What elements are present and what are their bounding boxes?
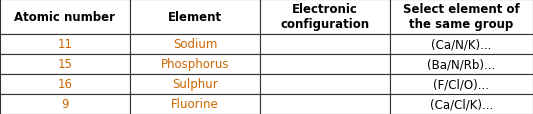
Text: (Ba/N/Rb)...: (Ba/N/Rb)... <box>427 58 496 71</box>
Bar <box>0 0 130 34</box>
Bar <box>260 94 390 114</box>
Bar <box>390 94 533 114</box>
Bar <box>0 34 130 54</box>
Bar <box>0 54 130 74</box>
Text: Atomic number: Atomic number <box>14 11 116 24</box>
Text: 11: 11 <box>58 38 72 51</box>
Bar <box>0 94 130 114</box>
Bar <box>130 94 260 114</box>
Text: 9: 9 <box>61 98 69 110</box>
Bar <box>390 0 533 34</box>
Bar <box>0 74 130 94</box>
Bar <box>260 54 390 74</box>
Text: (Ca/Cl/K)...: (Ca/Cl/K)... <box>430 98 493 110</box>
Text: 15: 15 <box>58 58 72 71</box>
Text: (Ca/N/K)...: (Ca/N/K)... <box>431 38 491 51</box>
Text: Electronic
configuration: Electronic configuration <box>280 3 369 31</box>
Bar <box>390 54 533 74</box>
Bar <box>260 74 390 94</box>
Bar <box>260 34 390 54</box>
Text: Fluorine: Fluorine <box>171 98 219 110</box>
Bar <box>130 0 260 34</box>
Text: Phosphorus: Phosphorus <box>161 58 229 71</box>
Bar <box>260 0 390 34</box>
Bar <box>130 54 260 74</box>
Bar <box>390 34 533 54</box>
Text: Sulphur: Sulphur <box>172 78 218 91</box>
Bar <box>130 74 260 94</box>
Text: (F/Cl/O)...: (F/Cl/O)... <box>433 78 489 91</box>
Text: Element: Element <box>168 11 222 24</box>
Text: Select element of
the same group: Select element of the same group <box>403 3 520 31</box>
Bar <box>130 34 260 54</box>
Text: Sodium: Sodium <box>173 38 217 51</box>
Bar <box>390 74 533 94</box>
Text: 16: 16 <box>58 78 72 91</box>
